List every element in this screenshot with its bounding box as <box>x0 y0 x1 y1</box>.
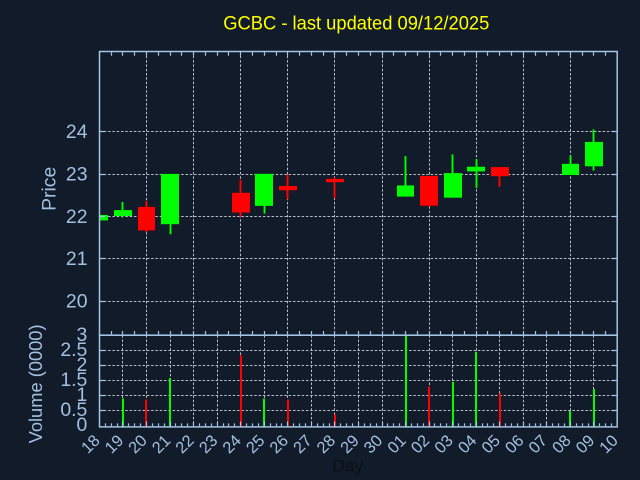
svg-text:23: 23 <box>66 163 88 185</box>
svg-text:2.5: 2.5 <box>60 339 87 361</box>
svg-text:Volume (0000): Volume (0000) <box>25 324 46 443</box>
svg-text:22: 22 <box>66 206 88 228</box>
svg-text:21: 21 <box>66 248 88 270</box>
svg-text:2: 2 <box>77 354 88 376</box>
svg-text:Day: Day <box>332 456 363 476</box>
svg-text:3: 3 <box>77 324 88 346</box>
svg-text:Price: Price <box>38 167 60 211</box>
svg-text:GCBC - last updated 09/12/2025: GCBC - last updated 09/12/2025 <box>223 14 489 35</box>
svg-text:1: 1 <box>77 384 88 406</box>
svg-text:24: 24 <box>66 121 88 143</box>
svg-text:0.5: 0.5 <box>60 399 87 421</box>
svg-text:1.5: 1.5 <box>60 369 87 391</box>
svg-text:20: 20 <box>66 290 88 312</box>
svg-text:0: 0 <box>77 414 88 436</box>
